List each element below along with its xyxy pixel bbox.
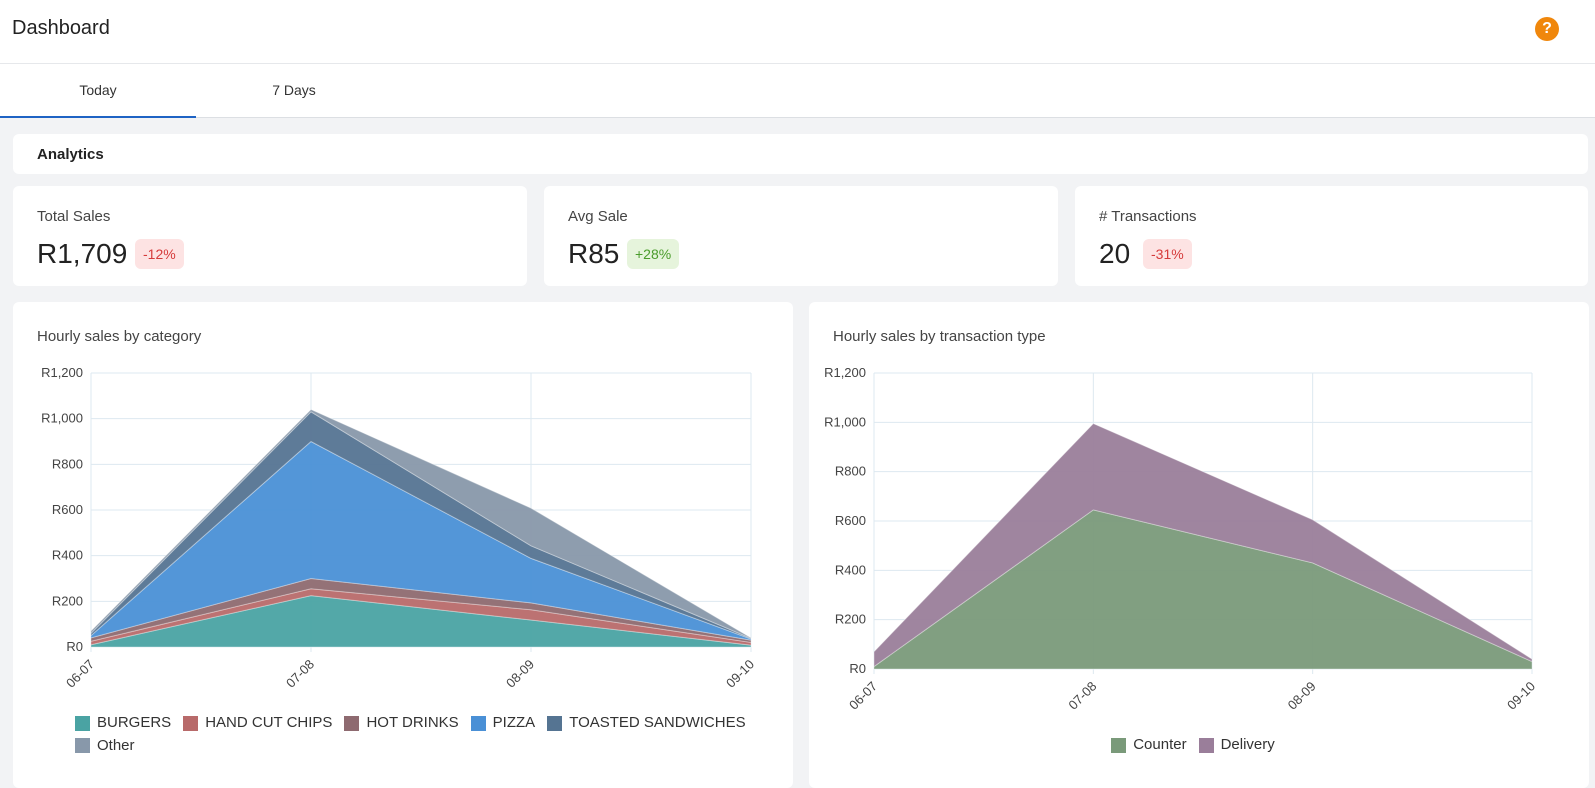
legend-item-hot-drinks[interactable]: HOT DRINKS xyxy=(344,712,459,734)
legend-swatch xyxy=(183,715,199,731)
legend-label: TOASTED SANDWICHES xyxy=(569,714,746,731)
kpi-value: 20 xyxy=(1099,238,1131,269)
y-tick-label: R1,200 xyxy=(41,365,83,380)
y-tick-label: R1,000 xyxy=(41,411,83,426)
x-tick-label: 09-10 xyxy=(723,657,757,691)
kpi-label: Avg Sale xyxy=(568,208,628,225)
legend-swatch xyxy=(470,715,486,731)
legend-label: Other xyxy=(97,736,135,754)
tab-today[interactable]: Today xyxy=(0,64,196,118)
legend-label: Delivery xyxy=(1220,736,1275,753)
transaction-type-chart-card: Hourly sales by transaction type R0 R200 R… xyxy=(809,302,1589,788)
chart-title: Hourly sales by transaction type xyxy=(833,328,1046,345)
change-badge: +28% xyxy=(627,239,680,269)
kpi-avg-sale: Avg Sale R85 +28% xyxy=(544,186,1058,286)
kpi-total-sales: Total Sales R1,709 -12% xyxy=(13,186,527,286)
kpi-value: R1,709 xyxy=(37,238,128,269)
x-tick-label: 07-08 xyxy=(1065,679,1099,713)
x-tick-label: 06-07 xyxy=(63,657,97,691)
top-bar: Dashboard ? xyxy=(0,0,1595,64)
legend-swatch xyxy=(1198,737,1214,753)
legend-label: Counter xyxy=(1133,736,1187,753)
y-tick-label: R1,200 xyxy=(824,365,866,380)
chart-legend: BURGERS HAND CUT CHIPS HOT DRINKS PIZZA TOAS… xyxy=(75,712,775,757)
legend-label: BURGERS xyxy=(97,714,172,731)
legend-swatch xyxy=(75,715,90,731)
category-chart-card: Hourly sales by category R0 R200 R400 R600 R… xyxy=(13,302,793,788)
area-burgers xyxy=(90,595,752,648)
tab-7-days[interactable]: 7 Days xyxy=(272,82,316,98)
kpi-value: R85 xyxy=(568,238,620,269)
kpi-transactions: # Transactions 20 -31% xyxy=(1075,186,1588,286)
y-tick-label: R400 xyxy=(52,548,83,563)
y-tick-label: R600 xyxy=(52,502,83,517)
legend-item-pizza[interactable]: PIZZA xyxy=(470,712,536,734)
transaction-type-area-chart: R0 R200 R400 R600 R800 R1,000 R1,200 06-07 07-08… xyxy=(824,365,1538,713)
y-tick-label: R800 xyxy=(52,456,83,471)
legend-item-hand-cut-chips[interactable]: HAND CUT CHIPS xyxy=(183,712,332,734)
area-hot-drinks xyxy=(90,577,752,644)
area-pizza xyxy=(90,440,752,641)
change-badge: -12% xyxy=(135,239,184,269)
category-area-chart: R0 R200 R400 R600 R800 R1,000 R1,200 06-07 07-08… xyxy=(41,365,757,691)
y-tick-label: R200 xyxy=(835,612,866,627)
legend-swatch xyxy=(547,715,563,731)
chart-legend: Counter Delivery xyxy=(809,734,1589,757)
analytics-header: Analytics xyxy=(13,134,1588,174)
page-title: Dashboard xyxy=(12,17,110,39)
legend-label: HOT DRINKS xyxy=(366,714,459,731)
kpi-label: Total Sales xyxy=(37,208,111,225)
y-tick-label: R1,000 xyxy=(824,414,866,429)
legend-label: PIZZA xyxy=(492,714,536,731)
help-icon[interactable]: ? xyxy=(1535,17,1559,41)
y-tick-label: R0 xyxy=(849,661,866,676)
chart-title: Hourly sales by category xyxy=(37,328,202,345)
legend-label: HAND CUT CHIPS xyxy=(205,714,333,731)
legend-item-other[interactable]: Other xyxy=(75,735,135,757)
analytics-title: Analytics xyxy=(37,146,104,163)
legend-item-counter[interactable]: Counter xyxy=(1111,734,1187,756)
y-tick-label: R400 xyxy=(835,562,866,577)
tab-bar: Today 7 Days xyxy=(0,64,1595,118)
y-tick-label: R600 xyxy=(835,513,866,528)
legend-swatch xyxy=(75,738,90,753)
area-hand-cut-chips xyxy=(90,588,752,646)
y-tick-label: R200 xyxy=(52,593,83,608)
kpi-label: # Transactions xyxy=(1099,208,1197,225)
legend-item-burgers[interactable]: BURGERS xyxy=(75,712,171,734)
change-badge: -31% xyxy=(1143,239,1192,269)
x-tick-label: 08-09 xyxy=(1285,679,1319,713)
area-toasted-sandwiches xyxy=(90,411,752,640)
legend-item-delivery[interactable]: Delivery xyxy=(1198,734,1275,756)
x-tick-label: 09-10 xyxy=(1504,679,1538,713)
area-other xyxy=(90,408,752,640)
y-tick-label: R0 xyxy=(66,639,83,654)
area-delivery xyxy=(873,422,1533,668)
legend-swatch xyxy=(1111,737,1127,753)
legend-item-toasted-sandwiches[interactable]: TOASTED SANDWICHES xyxy=(547,712,746,734)
x-tick-label: 08-09 xyxy=(503,657,537,691)
x-tick-label: 06-07 xyxy=(846,679,880,713)
x-tick-label: 07-08 xyxy=(283,657,317,691)
y-tick-label: R800 xyxy=(835,464,866,479)
legend-swatch xyxy=(344,715,360,731)
